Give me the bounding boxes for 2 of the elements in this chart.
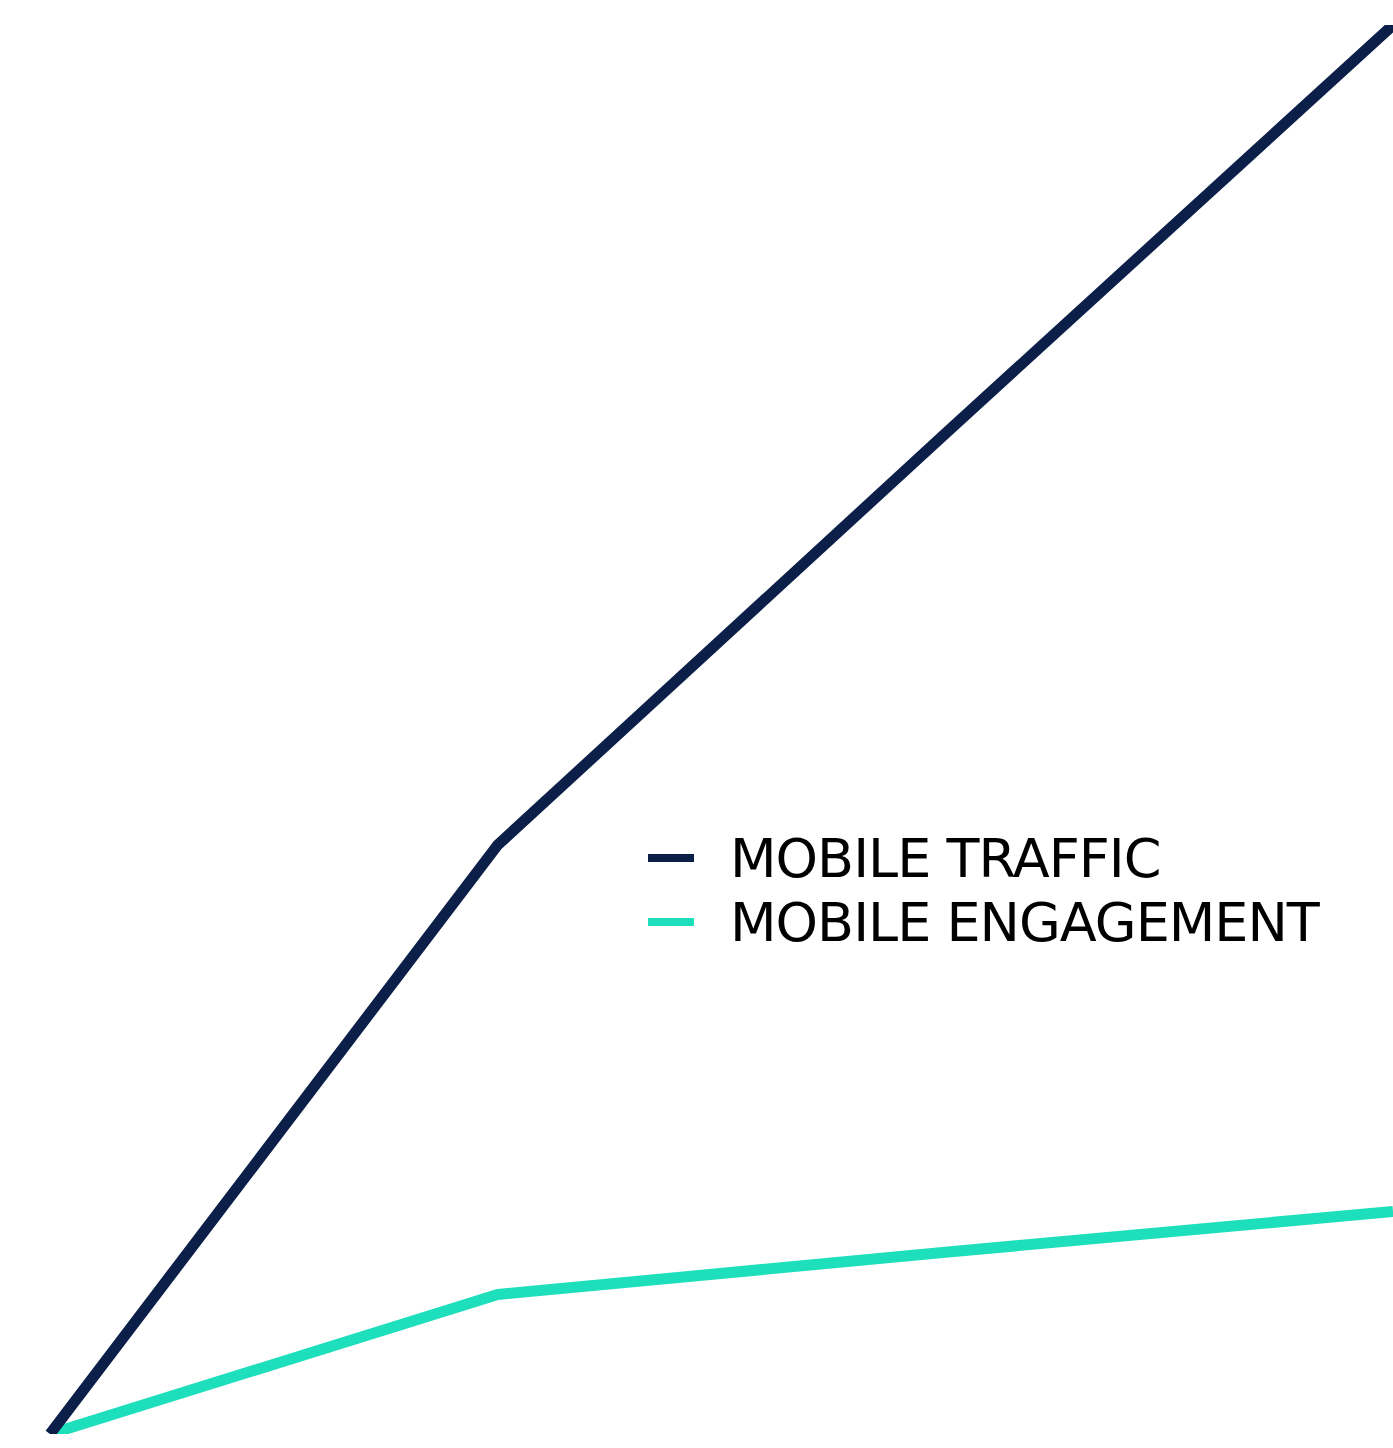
legend-label: MOBILE TRAFFIC [730, 826, 1161, 890]
legend-label: MOBILE ENGAGEMENT [730, 890, 1319, 954]
